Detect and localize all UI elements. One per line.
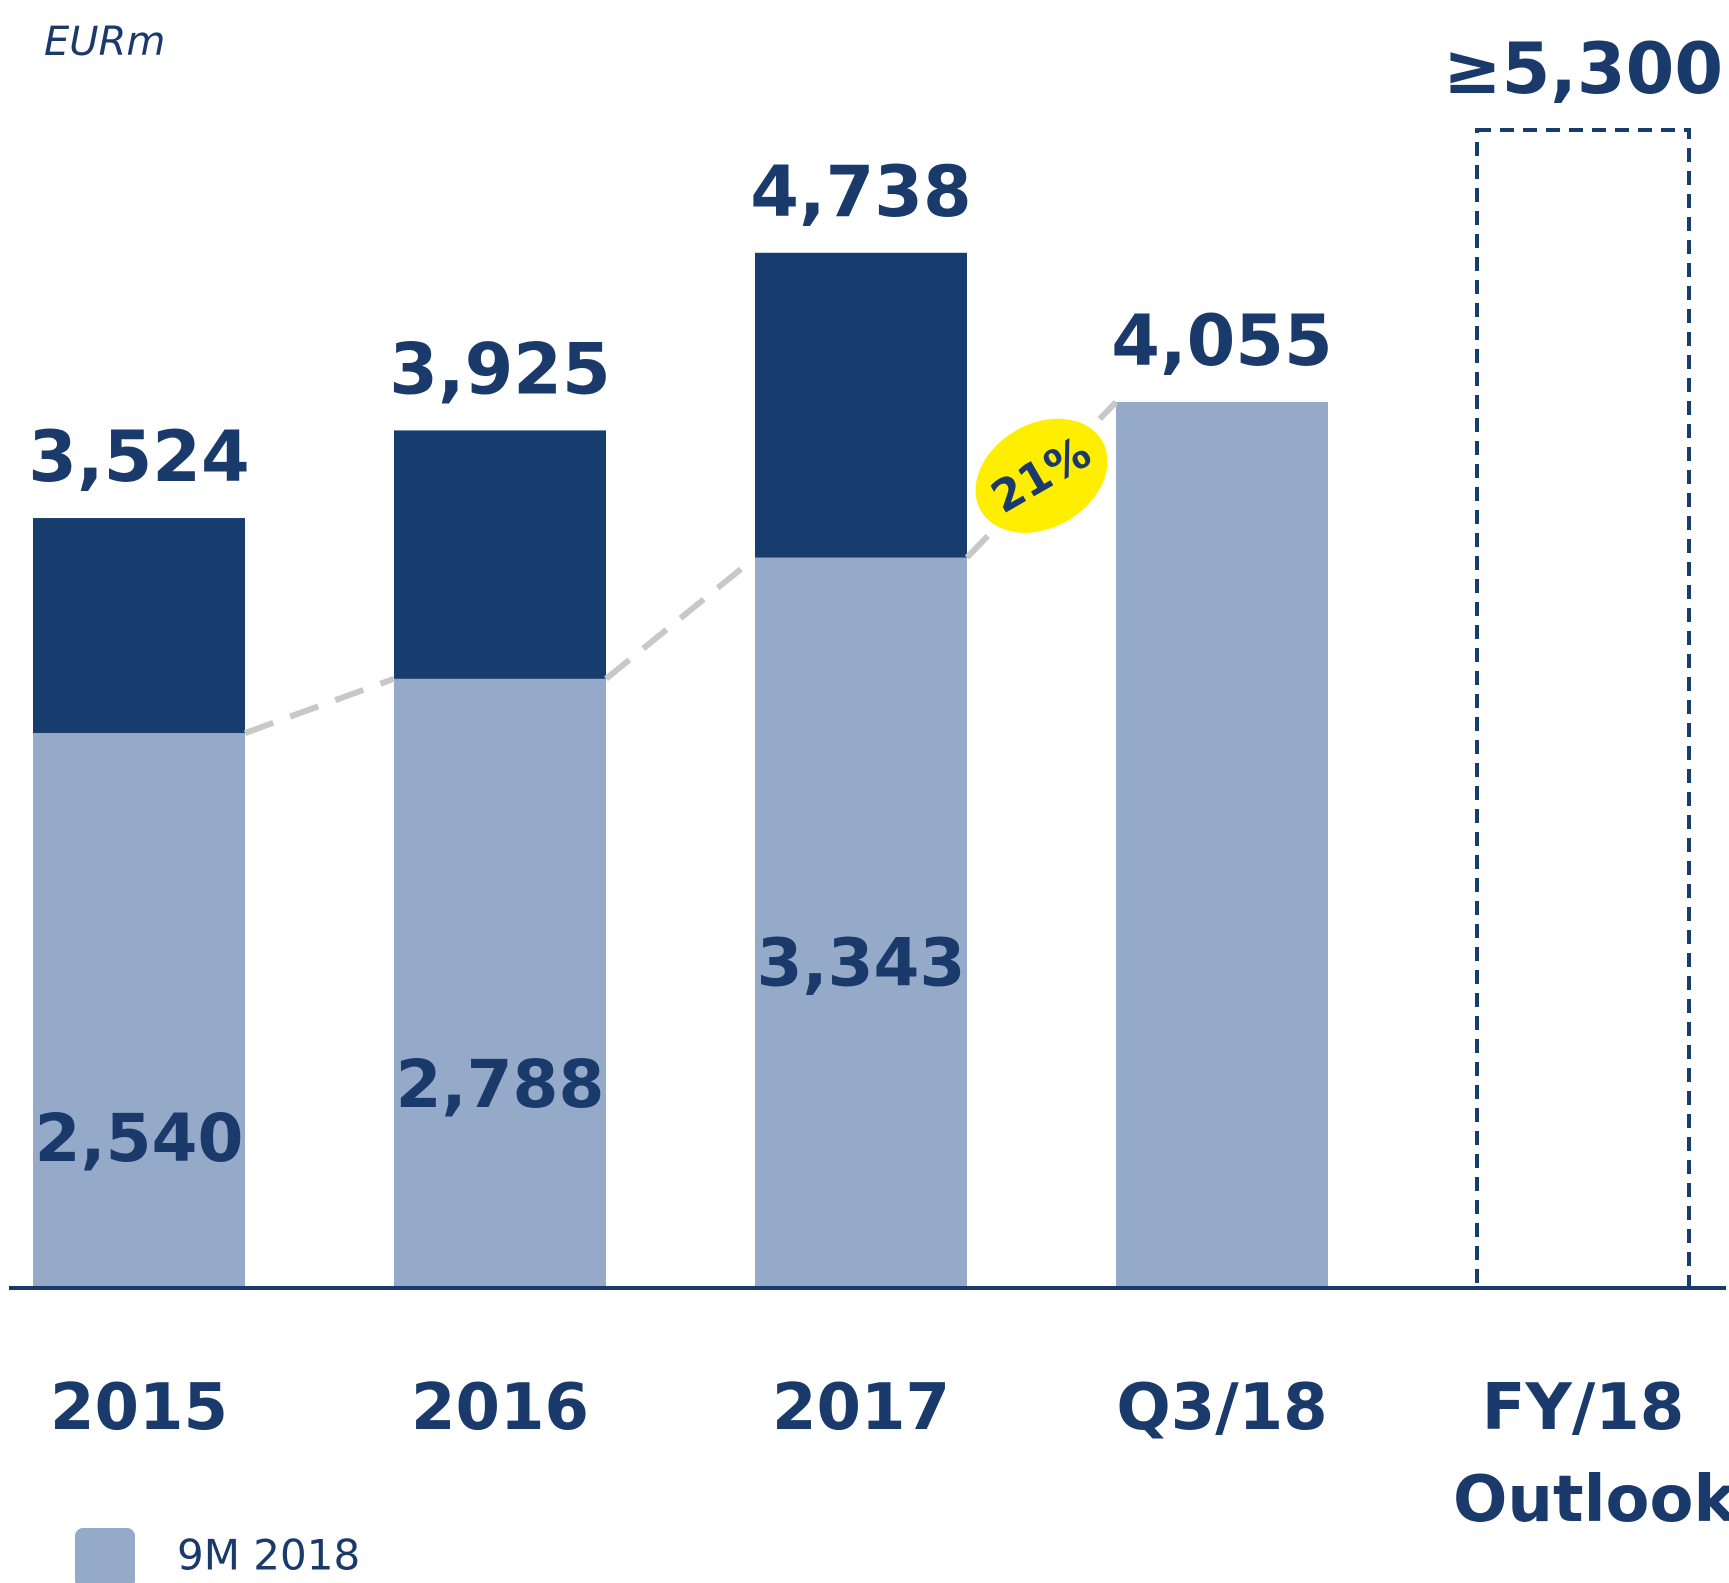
x-tick-label: 2015	[49, 1371, 229, 1445]
bar-segment	[755, 557, 967, 1288]
total-label: 4,055	[1111, 300, 1332, 382]
outlook-bar	[1475, 128, 1691, 1290]
total-label: 3,524	[28, 416, 249, 498]
x-tick-label: 2017	[771, 1371, 951, 1445]
bar-segment	[33, 733, 245, 1288]
annotation: 21%	[975, 418, 1108, 533]
value-label: 2,788	[396, 1046, 605, 1123]
x-tick-label: Q3/18	[1116, 1371, 1328, 1445]
bar-segment	[394, 678, 606, 1288]
bar-segment	[1116, 402, 1328, 1288]
bar-segment	[33, 518, 245, 734]
x-tick-label: FY/18 Outlook	[1453, 1371, 1729, 1537]
value-label: 3,343	[757, 925, 966, 1002]
unit-label: EURm	[44, 19, 165, 65]
total-label: 3,925	[389, 328, 610, 410]
growth-connector	[604, 555, 757, 682]
bar-segment	[755, 252, 967, 558]
total-label: ≥5,300	[1443, 28, 1723, 110]
bar-segment	[394, 430, 606, 679]
growth-connector	[243, 676, 396, 736]
legend-swatch	[75, 1528, 135, 1583]
total-label: 4,738	[750, 151, 971, 233]
legend-label: 9M 2018	[177, 1531, 360, 1580]
annotation-bubble	[975, 418, 1108, 533]
x-tick-label: 2016	[410, 1371, 590, 1445]
value-label: 2,540	[35, 1100, 244, 1177]
